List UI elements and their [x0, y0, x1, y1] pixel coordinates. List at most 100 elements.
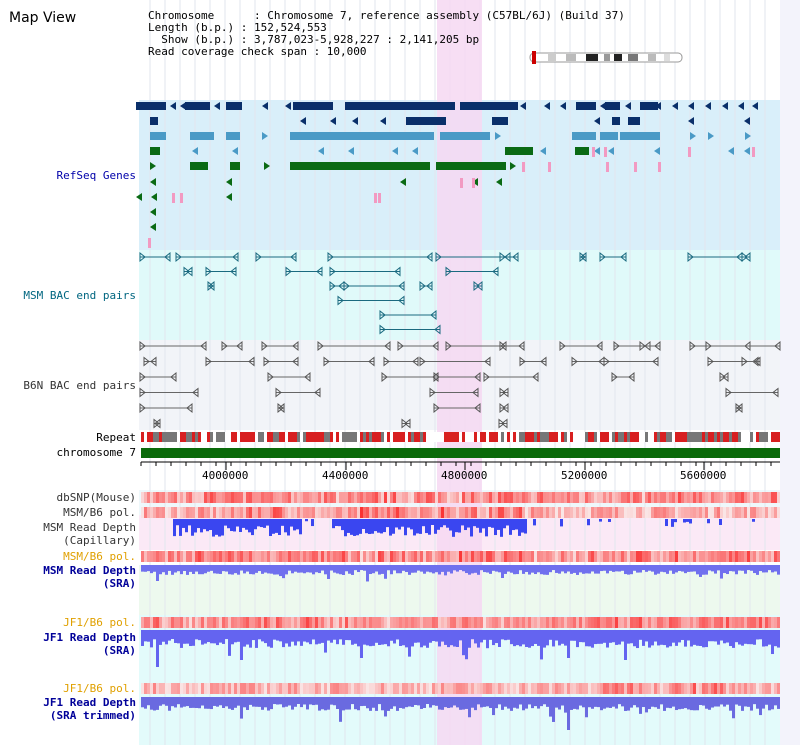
depth-bar [720, 630, 723, 641]
msm-b6-pol-label-2: MSM/B6 pol. [63, 550, 136, 563]
heat-cell [633, 551, 636, 562]
b6n-bac-end-pairs-track[interactable] [139, 340, 781, 429]
heat-cell [411, 551, 414, 562]
repeat-block [384, 432, 387, 442]
depth-bar [765, 565, 768, 573]
msm-bac-end-pairs-track[interactable] [139, 251, 751, 335]
depth-bar [159, 630, 162, 645]
gene-block [440, 132, 490, 140]
depth-bar [443, 519, 446, 526]
heat-cell [768, 551, 771, 562]
repeat-block [393, 432, 396, 442]
repeat-track[interactable] [141, 432, 780, 442]
depth-bar [735, 697, 738, 705]
heat-cell [270, 492, 273, 503]
depth-bar [348, 630, 351, 641]
heat-cell [669, 492, 672, 503]
depth-bar [339, 697, 342, 722]
depth-bar [522, 697, 525, 711]
heat-cell [660, 617, 663, 628]
depth-bar [665, 519, 668, 527]
heat-cell [699, 551, 702, 562]
heat-cell [378, 492, 381, 503]
depth-bar [402, 565, 405, 571]
heat-cell [525, 551, 528, 562]
depth-bar [552, 697, 555, 722]
depth-bar [711, 697, 714, 708]
bac-end-marker [433, 402, 440, 414]
heat-cell [675, 507, 678, 518]
heat-cell [696, 551, 699, 562]
depth-bar [204, 630, 207, 644]
depth-bar [483, 630, 486, 640]
chromosome-ideogram[interactable] [529, 51, 683, 64]
heat-cell [609, 617, 612, 628]
repeat-block [591, 432, 594, 442]
heat-cell [741, 507, 744, 518]
gene-arrow [226, 178, 232, 186]
heat-cell [270, 551, 273, 562]
depth-bar [543, 630, 546, 648]
heat-cell [402, 551, 405, 562]
depth-bar [248, 519, 251, 533]
repeat-block [435, 432, 438, 442]
heat-cell [222, 507, 225, 518]
gene-block [436, 162, 506, 170]
b6n-bac-label[interactable]: B6N BAC end pairs [23, 379, 136, 392]
heat-cell [285, 507, 288, 518]
depth-bar [492, 697, 495, 716]
heat-cell [582, 551, 585, 562]
heat-cell [606, 683, 609, 694]
depth-bar [491, 519, 494, 528]
depth-bar [186, 697, 189, 707]
depth-bar [729, 565, 732, 572]
heat-cell [390, 507, 393, 518]
depth-bar [507, 697, 510, 709]
repeat-block [348, 432, 351, 442]
heat-cell [552, 492, 555, 503]
depth-bar [642, 565, 645, 571]
heat-cell [198, 507, 201, 518]
heat-cell [459, 507, 462, 518]
depth-bar [231, 565, 234, 575]
heat-cell [288, 492, 291, 503]
heat-cell [246, 507, 249, 518]
repeat-block [345, 432, 348, 442]
gene-block [576, 102, 596, 110]
msm-bac-label[interactable]: MSM BAC end pairs [23, 289, 136, 302]
depth-bar [279, 697, 282, 705]
depth-bar [383, 519, 386, 533]
repeat-block [648, 432, 651, 442]
repeat-block [492, 432, 495, 442]
heat-cell [507, 492, 510, 503]
heat-cell [417, 683, 420, 694]
heat-cell [243, 617, 246, 628]
heat-cell [489, 617, 492, 628]
depth-bar [483, 565, 486, 573]
refseq-genes-track[interactable] [136, 102, 758, 248]
heat-cell [690, 683, 693, 694]
variation-depth-tracks[interactable] [141, 492, 780, 730]
depth-bar [495, 630, 498, 644]
depth-bar [369, 697, 372, 711]
heat-cell [468, 617, 471, 628]
bac-end-marker [275, 387, 282, 398]
heat-cell [657, 551, 660, 562]
depth-bar [198, 697, 201, 709]
heat-cell [525, 683, 528, 694]
refseq-genes-label[interactable]: RefSeq Genes [56, 169, 136, 182]
depth-bar [579, 630, 582, 643]
depth-bar [225, 697, 228, 707]
heat-cell [372, 492, 375, 503]
depth-bar [174, 630, 177, 643]
chromosome-bar[interactable] [141, 448, 780, 458]
depth-bar [303, 697, 306, 705]
depth-bar [240, 630, 243, 660]
heat-cell [345, 492, 348, 503]
heat-cell [243, 551, 246, 562]
heat-cell [708, 683, 711, 694]
repeat-block [441, 432, 444, 442]
heat-cell [303, 492, 306, 503]
gene-block [640, 102, 658, 110]
